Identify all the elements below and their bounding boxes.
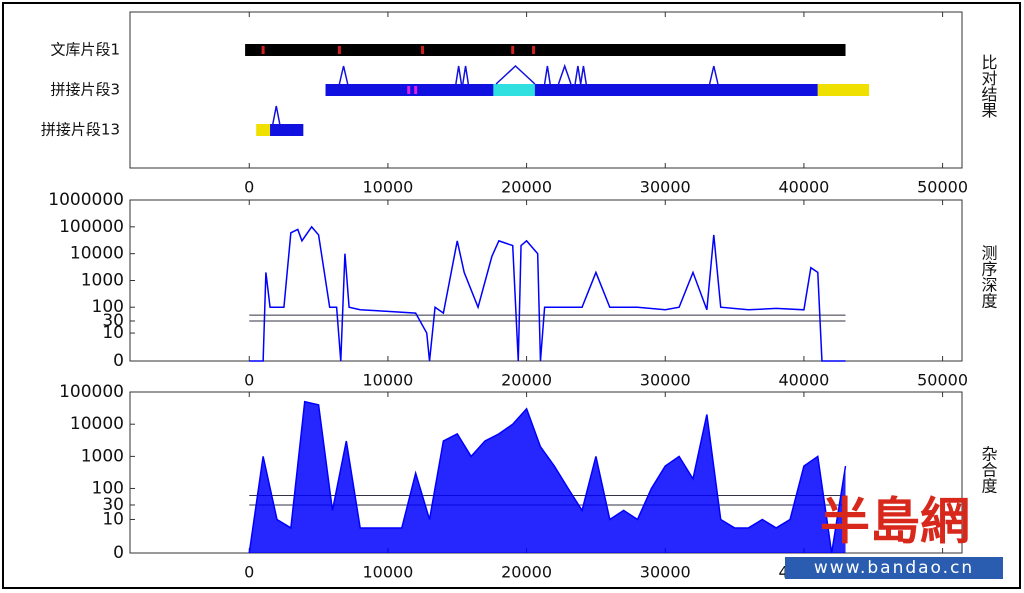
segment [270,124,304,136]
x-tick-label: 10000 [362,178,413,197]
y-tick-label: 10 [102,323,124,343]
side-label: 比对结果 [979,54,998,118]
mark [532,46,536,54]
y-tick-label: 10000 [70,244,124,264]
x-tick-label: 30000 [640,371,691,390]
y-tick-label: 30 [102,495,124,515]
arc [462,65,470,85]
mark [421,46,425,54]
x-tick-label: 20000 [501,178,552,197]
side-label: 杂合度 [979,446,998,494]
arc [579,65,587,85]
y-tick-label: 1000000 [48,190,124,210]
line [248,400,847,554]
mark [407,86,411,94]
arc [338,65,349,85]
track-label: 拼接片段3 [50,81,120,99]
side-label: 测序深度 [979,245,998,309]
x-tick-label: 10000 [362,371,413,390]
x-tick-label: 0 [244,371,254,390]
y-tick-label: 1000 [81,446,124,466]
segment [817,84,870,96]
segment [493,84,535,96]
watermark-band [785,557,1003,579]
track-label: 拼接片段13 [41,121,120,139]
track-label: 文库片段1 [50,41,120,59]
watermark-logo: 半島網 [820,493,970,551]
x-tick-label: 50000 [917,371,968,390]
x-tick-label: 20000 [501,371,552,390]
line [249,225,846,362]
x-tick-label: 30000 [640,178,691,197]
x-tick-label: 20000 [501,563,552,582]
arc [495,64,536,85]
y-tick-label: 10000 [70,414,124,434]
x-tick-label: 0 [244,563,254,582]
plot-frame [129,11,963,169]
y-tick-label: 0 [113,543,124,563]
arc [708,65,719,85]
x-tick-label: 30000 [640,563,691,582]
mark [511,46,515,54]
mark [337,46,341,54]
x-tick-label: 10000 [362,563,413,582]
mark [261,46,265,54]
segment [245,44,846,56]
y-tick-label: 10 [102,509,124,529]
y-tick-label: 1000 [81,270,124,290]
arc [557,63,572,85]
x-tick-label: 50000 [917,178,968,197]
watermark-url: www.bandao.cn [814,558,974,578]
arc [543,65,551,85]
x-tick-label: 0 [244,178,254,197]
arc [574,65,582,85]
mark [414,86,418,94]
y-tick-label: 100000 [59,217,124,237]
segment [256,124,271,136]
arc [272,105,281,125]
y-tick-label: 30 [102,311,124,331]
x-tick-label: 40000 [778,371,829,390]
y-tick-label: 100 [92,297,124,317]
y-tick-label: 100 [92,478,124,498]
arc [455,65,463,85]
x-tick-label: 40000 [778,178,829,197]
segment [325,84,818,96]
area [249,401,846,553]
y-tick-label: 0 [113,351,124,371]
y-tick-label: 100000 [59,382,124,402]
